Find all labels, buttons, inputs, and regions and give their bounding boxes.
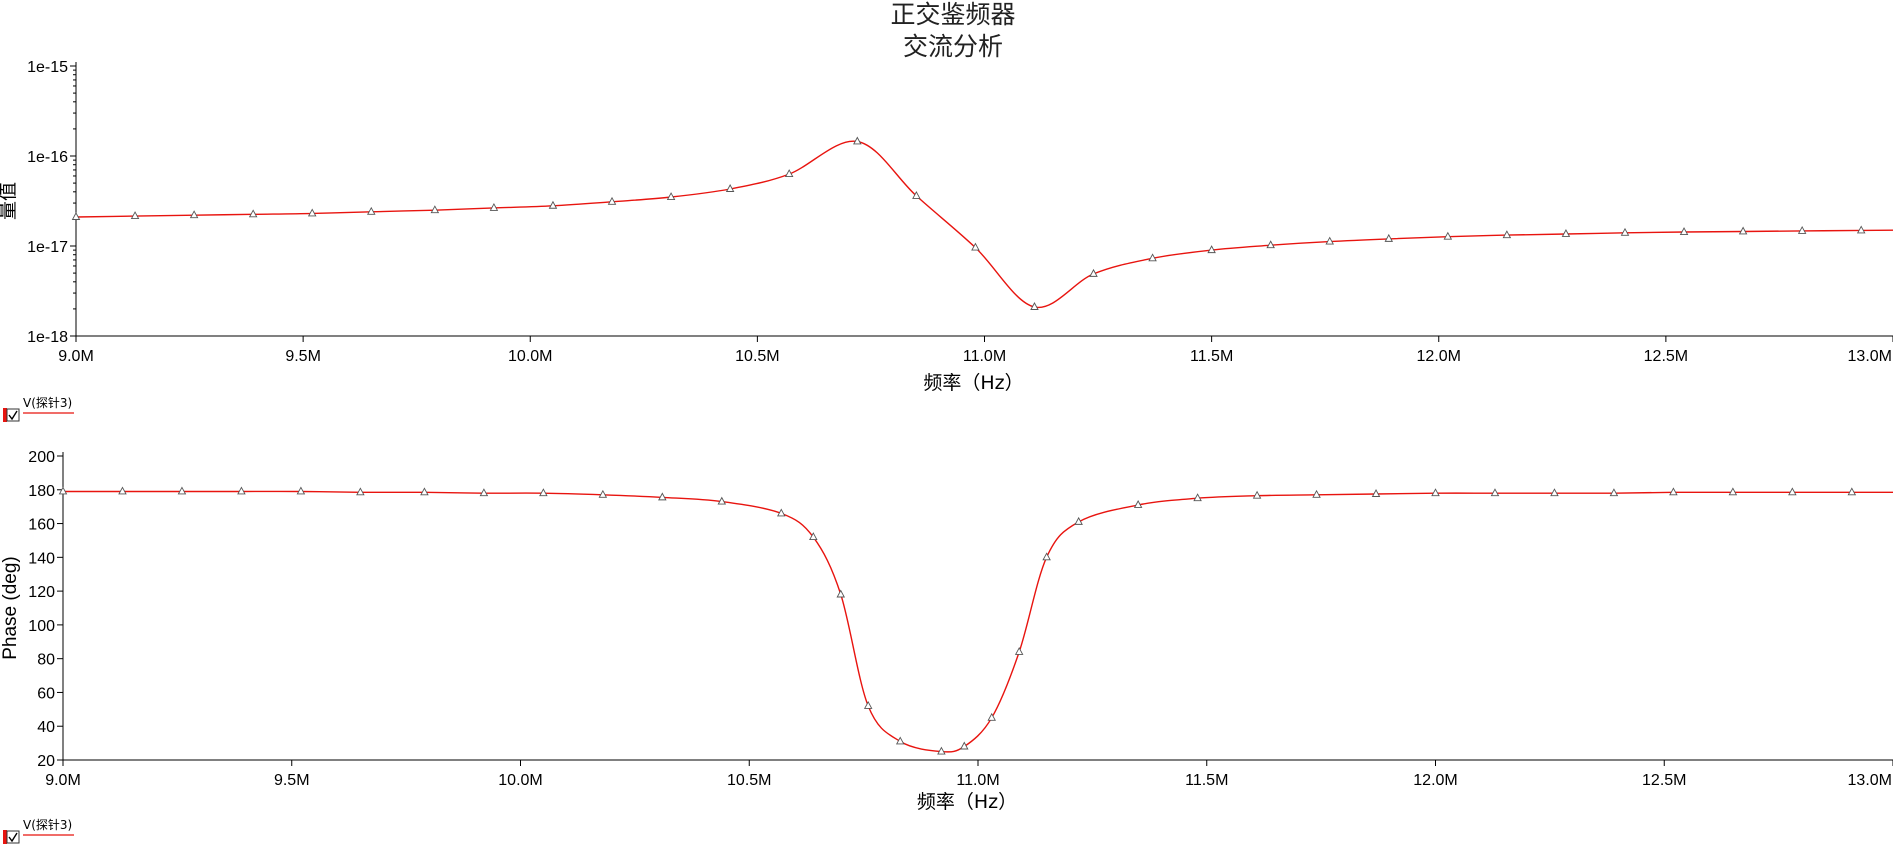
y-tick-label: 60	[37, 685, 55, 702]
y-tick-label: 40	[37, 719, 55, 736]
x-tick-label: 12.0M	[1417, 348, 1461, 365]
legend-label: V(探针3)	[23, 395, 72, 410]
x-tick-label: 10.0M	[508, 348, 552, 365]
x-tick-label: 11.5M	[1190, 348, 1233, 365]
x-tick-label: 10.5M	[727, 772, 771, 789]
x-tick-label: 9.5M	[285, 348, 321, 365]
data-point-marker	[421, 488, 428, 495]
y-axis-label: 量值	[0, 182, 19, 220]
y-tick-label: 120	[28, 584, 55, 601]
data-point-marker	[368, 208, 375, 215]
data-point-marker	[1740, 227, 1747, 234]
chart-title: 正交鉴频器	[890, 0, 1015, 29]
data-point-marker	[119, 487, 126, 494]
data-point-marker	[1670, 488, 1677, 495]
x-tick-label: 12.5M	[1642, 772, 1686, 789]
data-point-marker	[238, 487, 245, 494]
x-tick-label: 10.0M	[498, 772, 542, 789]
y-tick-label: 1e-18	[27, 329, 68, 346]
data-point-marker	[1848, 488, 1855, 495]
x-tick-label: 11.0M	[956, 772, 999, 789]
y-tick-label: 1e-16	[27, 149, 68, 166]
data-point-marker	[1729, 488, 1736, 495]
data-point-marker	[73, 213, 80, 220]
data-point-marker	[961, 742, 968, 749]
y-axis-label: Phase (deg)	[0, 556, 21, 660]
legend-checkbox[interactable]	[7, 831, 19, 843]
data-point-marker	[1551, 489, 1558, 496]
x-axis-label: 频率（Hz）	[923, 372, 1023, 394]
data-point-marker	[1858, 226, 1865, 233]
data-point-marker	[178, 487, 185, 494]
series-line	[76, 141, 1893, 307]
y-tick-label: 160	[28, 517, 55, 534]
data-point-marker	[1432, 489, 1439, 496]
x-tick-label: 12.0M	[1413, 772, 1457, 789]
data-point-marker	[250, 210, 257, 217]
data-point-marker	[540, 489, 547, 496]
legend-color-swatch	[3, 408, 7, 422]
y-tick-label: 100	[28, 618, 55, 635]
data-point-marker	[480, 489, 487, 496]
data-point-marker	[1373, 490, 1380, 497]
y-tick-label: 20	[37, 753, 55, 770]
y-tick-label: 200	[28, 449, 55, 466]
x-tick-label: 11.5M	[1185, 772, 1228, 789]
legend-label: V(探针3)	[23, 817, 72, 832]
panel-phase: 9.0M 9.5M 10.0M 10.5M 11.0M 11.5M 12.0M 12.5M 13…	[0, 449, 1893, 844]
y-tick-label: 140	[28, 550, 55, 567]
x-tick-label: 9.5M	[274, 772, 310, 789]
data-point-marker	[1016, 648, 1023, 655]
data-point-marker	[1610, 489, 1617, 496]
y-tick-label: 180	[28, 483, 55, 500]
x-tick-label: 11.0M	[963, 348, 1006, 365]
data-point-marker	[1681, 228, 1688, 235]
x-tick-label: 9.0M	[58, 348, 94, 365]
data-point-marker	[60, 487, 67, 494]
x-tick-label: 12.5M	[1644, 348, 1688, 365]
series-line	[63, 491, 1893, 752]
x-tick-label: 13.0M	[1848, 772, 1892, 789]
x-tick-label: 13.0M	[1848, 348, 1892, 365]
data-point-marker	[865, 702, 872, 709]
data-point-marker	[837, 590, 844, 597]
x-tick-label: 9.0M	[45, 772, 81, 789]
y-tick-label: 1e-17	[27, 239, 68, 256]
data-point-marker	[1562, 230, 1569, 237]
legend-checkbox[interactable]	[7, 409, 19, 421]
panel-magnitude: 9.0M 9.5M 10.0M 10.5M 11.0M 11.5M 12.0M 12.5M 13…	[0, 59, 1893, 422]
data-point-marker	[132, 212, 139, 219]
legend[interactable]: V(探针3)	[3, 395, 74, 422]
legend-color-swatch	[3, 830, 7, 844]
x-tick-label: 10.5M	[735, 348, 779, 365]
data-point-marker	[1444, 233, 1451, 240]
data-point-marker	[297, 487, 304, 494]
y-tick-label: 80	[37, 652, 55, 669]
y-tick-label: 1e-15	[27, 59, 68, 76]
data-point-marker	[1491, 489, 1498, 496]
x-axis-label: 频率（Hz）	[917, 791, 1017, 813]
data-point-marker	[191, 211, 198, 218]
data-point-marker	[1789, 488, 1796, 495]
data-point-marker	[1043, 553, 1050, 560]
legend[interactable]: V(探针3)	[3, 817, 74, 844]
data-point-marker	[357, 488, 364, 495]
chart-subtitle: 交流分析	[903, 32, 1003, 61]
